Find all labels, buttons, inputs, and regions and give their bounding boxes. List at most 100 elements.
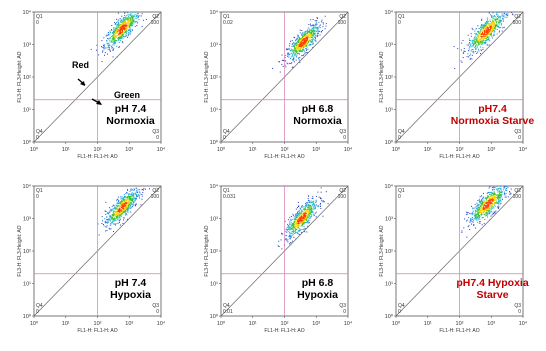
data-point — [309, 212, 311, 214]
data-point — [117, 12, 119, 14]
data-point — [487, 21, 489, 23]
data-point — [308, 214, 310, 216]
data-point — [491, 27, 493, 29]
data-point — [285, 60, 287, 62]
data-point — [486, 39, 488, 41]
data-point — [294, 46, 296, 48]
data-point — [116, 211, 118, 213]
data-point — [470, 57, 472, 59]
data-point — [135, 203, 137, 205]
data-point — [101, 61, 103, 63]
data-point — [490, 195, 492, 197]
data-point — [504, 192, 506, 194]
data-point — [490, 206, 492, 208]
data-point — [499, 195, 501, 197]
data-point — [127, 189, 129, 191]
data-point — [499, 200, 501, 202]
data-point — [316, 26, 318, 28]
data-point — [286, 48, 288, 50]
data-point — [284, 238, 286, 240]
quadrant-label-q3: Q3 — [339, 129, 346, 135]
data-point — [490, 197, 492, 199]
data-point — [488, 33, 490, 35]
data-point — [488, 201, 490, 203]
data-point — [115, 217, 117, 219]
data-point — [475, 206, 477, 208]
data-point — [108, 218, 110, 220]
data-point — [115, 223, 117, 225]
quadrant-label-q4: Q4 — [36, 129, 43, 135]
data-point — [489, 210, 491, 212]
data-point — [296, 47, 298, 49]
data-point — [116, 219, 118, 221]
data-point — [115, 215, 117, 217]
data-point — [482, 208, 484, 210]
data-point — [302, 216, 304, 218]
data-point — [474, 213, 476, 215]
data-point — [117, 27, 119, 29]
data-point — [311, 36, 313, 38]
data-point — [471, 212, 473, 214]
data-point — [114, 211, 116, 213]
data-point — [296, 48, 298, 50]
data-point — [483, 202, 485, 204]
data-point — [115, 206, 117, 208]
data-point — [300, 231, 302, 233]
data-point — [304, 37, 306, 39]
data-point — [494, 25, 496, 27]
data-point — [283, 60, 285, 62]
data-point — [119, 213, 121, 215]
data-point — [301, 215, 303, 217]
data-point — [292, 43, 294, 45]
data-point — [468, 38, 470, 40]
data-point — [123, 201, 125, 203]
data-point — [312, 208, 314, 210]
y-axis-label: FL3-H: FL3-Height: AO — [379, 225, 385, 276]
data-point — [113, 36, 115, 38]
data-point — [281, 248, 283, 250]
data-point — [315, 199, 317, 201]
data-point — [493, 25, 495, 27]
x-axis-label: FL1-H: FL1-H: AO — [264, 154, 304, 160]
data-point — [476, 209, 478, 211]
data-point — [474, 41, 476, 43]
data-point — [299, 220, 301, 222]
data-point — [467, 44, 469, 46]
data-point — [116, 28, 118, 30]
data-point — [294, 228, 296, 230]
data-point — [125, 22, 127, 24]
data-point — [489, 33, 491, 35]
data-point — [454, 68, 456, 70]
data-point — [485, 23, 487, 25]
data-point — [132, 199, 134, 201]
data-point — [486, 22, 488, 24]
data-point — [505, 188, 507, 190]
data-point — [113, 39, 115, 41]
data-point — [130, 201, 132, 203]
data-point — [123, 207, 125, 209]
data-point — [112, 35, 114, 37]
data-point — [478, 34, 480, 36]
data-point — [125, 17, 127, 19]
data-point — [310, 36, 312, 38]
data-point — [111, 36, 113, 38]
data-point — [298, 49, 300, 51]
data-point — [289, 62, 291, 64]
data-point — [120, 202, 122, 204]
data-point — [115, 220, 117, 222]
data-point — [317, 35, 319, 37]
data-point — [124, 206, 126, 208]
data-point — [314, 36, 316, 38]
data-point — [322, 22, 324, 24]
data-point — [504, 196, 506, 198]
data-point — [291, 55, 293, 57]
data-point — [485, 206, 487, 208]
data-point — [491, 208, 493, 210]
data-point — [487, 25, 489, 27]
data-point — [302, 39, 304, 41]
data-point — [127, 17, 129, 19]
data-point — [136, 25, 138, 27]
data-point — [489, 200, 491, 202]
data-point — [477, 204, 479, 206]
data-point — [498, 22, 500, 24]
